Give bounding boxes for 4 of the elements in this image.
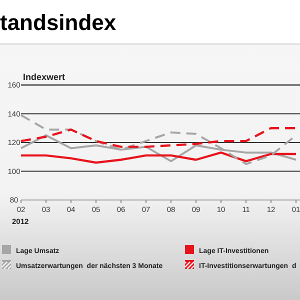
chart-title: tandsindex <box>0 10 117 35</box>
line-series <box>20 127 298 148</box>
y-axis-title: Indexwert <box>23 72 66 82</box>
line-series <box>20 151 298 164</box>
